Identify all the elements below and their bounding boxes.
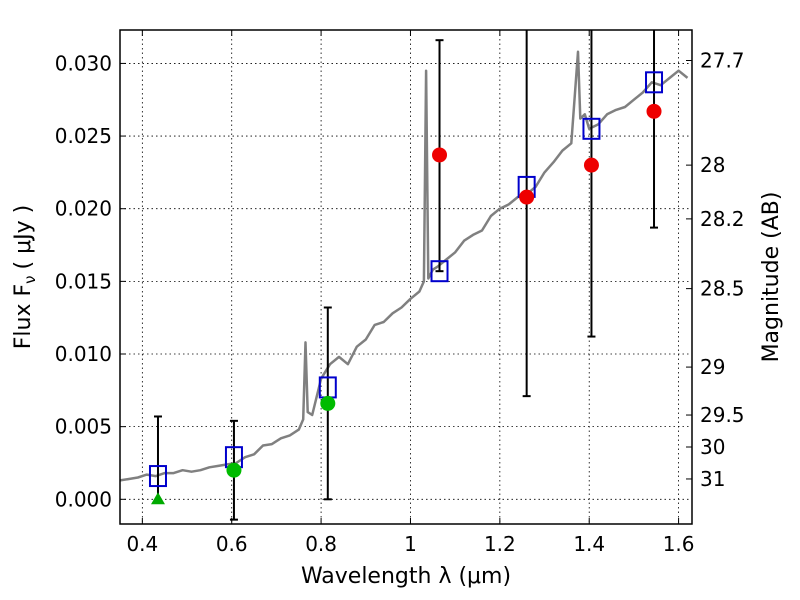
x-tick-label: 1.2 — [484, 532, 516, 556]
y-tick-label: 0.015 — [55, 269, 112, 293]
right-tick-label: 27.7 — [700, 49, 745, 73]
model-square-marker — [430, 260, 449, 283]
x-tick-label: 1 — [404, 532, 417, 556]
right-tick-label: 28 — [700, 153, 725, 177]
x-tick-label: 0.4 — [126, 532, 158, 556]
error-bars — [153, 30, 659, 521]
y-tick-label: 0.025 — [55, 124, 112, 148]
plot-frame — [119, 29, 693, 525]
red-circle-marker — [432, 147, 448, 163]
green-triangle-marker — [150, 492, 165, 505]
green-circle-marker — [320, 395, 336, 411]
y-axis-label-left: Flux Fν( μJy ) — [11, 205, 39, 349]
y-tick-label: 0.005 — [55, 415, 112, 439]
right-tick-label: 28.5 — [700, 277, 745, 301]
y-tick-label: 0.010 — [55, 342, 112, 366]
photometry-markers — [148, 71, 664, 505]
y-tick-label: 0.030 — [55, 51, 112, 75]
x-tick-label: 1.6 — [663, 532, 695, 556]
y-tick-label: 0.020 — [55, 197, 112, 221]
red-circle-marker — [519, 189, 535, 205]
x-axis-label: Wavelength λ (μm) — [301, 564, 511, 589]
right-tick-label: 29 — [700, 355, 725, 379]
spectrum-curve — [119, 50, 689, 482]
green-circle-marker — [226, 462, 242, 478]
red-circle-marker — [646, 103, 662, 119]
right-tick-label: 28.2 — [700, 207, 745, 231]
axis-ticks: 0.4 0.6 0.8 1 1.2 1.4 1.6 0.000 0.005 0.010 0.015 0… — [55, 30, 745, 556]
grid-lines — [120, 30, 692, 524]
y-tick-label: 0.000 — [55, 487, 112, 511]
x-tick-label: 0.6 — [216, 532, 248, 556]
spectrum-line — [119, 50, 689, 482]
model-square-marker — [582, 117, 601, 140]
right-tick-label: 30 — [700, 435, 725, 459]
x-tick-label: 1.4 — [573, 532, 605, 556]
model-square-marker — [645, 71, 664, 94]
y-axis-label-right: Magnitude (AB) — [759, 192, 784, 363]
red-circle-marker — [583, 157, 599, 173]
right-tick-label: 29.5 — [700, 403, 745, 427]
right-tick-label: 31 — [700, 467, 725, 491]
x-tick-label: 0.8 — [305, 532, 337, 556]
svg-text:Flux Fν( μJy ): Flux Fν( μJy ) — [11, 205, 39, 349]
model-square-marker — [148, 465, 167, 488]
